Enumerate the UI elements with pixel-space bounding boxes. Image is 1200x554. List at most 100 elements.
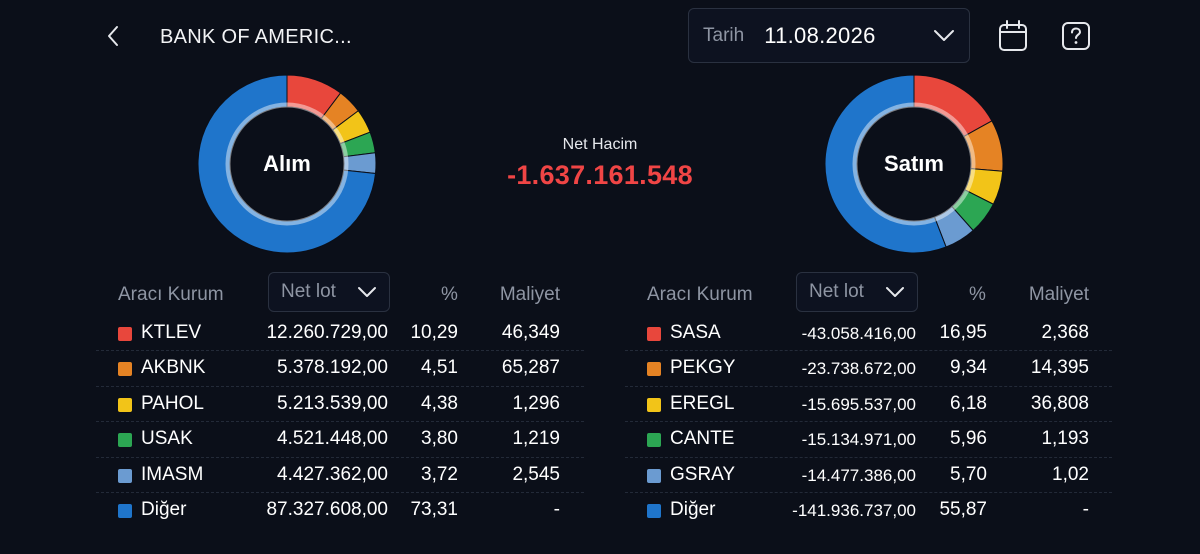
cost-value: 36,808 [1030,392,1089,414]
cost-value: 1,02 [1052,463,1089,485]
net-lot-value: 12.260.729,00 [266,322,388,343]
broker-name: CANTE [670,428,735,450]
sell-donut-label: Satım [884,151,944,176]
legend-swatch [647,468,661,483]
buy-donut-label: Alım [263,151,311,176]
broker-name: PAHOL [141,392,205,414]
chevron-down-icon [886,287,904,297]
percent-value: 16,95 [939,322,987,343]
cost-value: 65,287 [501,357,560,379]
buy-donut-chart: Alım [196,73,378,255]
table-row[interactable]: CANTE -15.134.971,00 5,96 1,193 [625,422,1112,458]
buy-net-lot-select[interactable]: Net lot [268,272,390,312]
donut-slice [824,74,947,254]
sell-col-broker: Aracı Kurum [647,284,753,305]
buy-donut-svg [197,74,377,254]
net-lot-value: -14.477.386,00 [801,465,916,485]
net-lot-value: 87.327.608,00 [266,498,388,520]
sell-col-pct: % [969,284,986,305]
donut-slice [197,74,377,254]
legend-swatch [647,397,661,412]
legend-swatch [647,433,661,448]
net-lot-value: 4.427.362,00 [277,463,388,485]
donut-hole [231,108,343,220]
table-row[interactable]: PAHOL 5.213.539,00 4,38 1,296 [96,387,584,423]
sell-net-lot-select-label: Net lot [809,281,864,302]
net-lot-value: -15.134.971,00 [801,430,916,450]
cost-value: - [553,498,560,520]
buy-table-header: Aracı Kurum Net lot % Maliyet [96,272,584,316]
table-row[interactable]: USAK 4.521.448,00 3,80 1,219 [96,422,584,458]
broker-name: SASA [670,322,721,343]
broker-name: AKBNK [141,357,206,379]
table-row[interactable]: AKBNK 5.378.192,00 4,51 65,287 [96,351,584,387]
cost-value: 2,545 [512,463,560,485]
buy-col-pct: % [441,284,458,305]
help-button[interactable] [1058,18,1094,54]
buy-table: Aracı Kurum Net lot % Maliyet KTLEV 12.26… [96,272,584,528]
percent-value: 55,87 [939,498,987,520]
page-title: BANK OF AMERIC... [160,26,352,48]
broker-name: PEKGY [670,357,736,379]
percent-value: 6,18 [950,392,987,414]
calendar-icon [999,20,1027,51]
table-row[interactable]: Diğer 87.327.608,00 73,31 - [96,493,584,528]
legend-swatch [647,503,661,518]
legend-swatch [118,362,132,377]
sell-table-body: SASA -43.058.416,00 16,95 2,368 PEKGY -23.738… [625,316,1112,528]
chevron-down-icon [358,287,376,297]
buy-net-lot-select-label: Net lot [281,281,336,302]
net-lot-value: -15.695.537,00 [801,394,916,414]
net-lot-value: -23.738.672,00 [801,359,916,379]
date-label: Tarih [703,24,745,46]
calendar-button[interactable] [994,18,1032,54]
date-value: 11.08.2026 [764,22,876,48]
donut-hole [858,108,970,220]
sell-donut-svg [824,74,1004,254]
percent-value: 5,96 [950,428,987,450]
sell-net-lot-select[interactable]: Net lot [796,272,918,312]
cost-value: 46,349 [501,322,560,343]
broker-name: Diğer [670,498,716,520]
date-select[interactable]: Tarih 11.08.2026 [688,8,970,63]
net-lot-value: 5.213.539,00 [277,392,388,414]
net-volume-label: Net Hacim [562,136,638,153]
table-row[interactable]: KTLEV 12.260.729,00 10,29 46,349 [96,316,584,352]
percent-value: 5,70 [950,463,987,485]
buy-col-broker: Aracı Kurum [118,284,224,305]
broker-name: Diğer [141,498,187,520]
cost-value: 1,193 [1041,428,1089,450]
back-button[interactable] [96,18,130,54]
table-row[interactable]: EREGL -15.695.537,00 6,18 36,808 [625,387,1112,423]
net-lot-value: 5.378.192,00 [277,357,388,379]
chevron-left-icon [108,26,118,46]
sell-donut-chart: Satım [823,73,1005,255]
table-row[interactable]: Diğer -141.936.737,00 55,87 - [625,493,1112,528]
legend-swatch [118,503,132,518]
chevron-down-icon [934,29,954,41]
net-lot-value: 4.521.448,00 [277,428,388,450]
cost-value: - [1082,498,1089,520]
legend-swatch [647,327,661,341]
percent-value: 4,38 [421,392,458,414]
percent-value: 10,29 [410,322,458,343]
table-row[interactable]: SASA -43.058.416,00 16,95 2,368 [625,316,1112,352]
percent-value: 9,34 [950,357,987,379]
help-icon [1062,22,1090,50]
percent-value: 73,31 [410,498,458,520]
broker-name: GSRAY [670,463,736,485]
broker-name: USAK [141,428,193,450]
cost-value: 2,368 [1041,322,1089,343]
sell-table: Aracı Kurum Net lot % Maliyet SASA -43.05… [625,272,1112,528]
table-row[interactable]: GSRAY -14.477.386,00 5,70 1,02 [625,458,1112,493]
donut-inner-ring [852,102,976,226]
legend-swatch [118,433,132,448]
table-row[interactable]: IMASM 4.427.362,00 3,72 2,545 [96,458,584,493]
percent-value: 4,51 [421,357,458,379]
table-row[interactable]: PEKGY -23.738.672,00 9,34 14,395 [625,351,1112,387]
donut-inner-ring [225,102,349,226]
cost-value: 1,219 [512,428,560,450]
broker-name: KTLEV [141,322,202,343]
legend-swatch [118,397,132,412]
net-volume-value: -1.637.161.548 [507,160,693,190]
